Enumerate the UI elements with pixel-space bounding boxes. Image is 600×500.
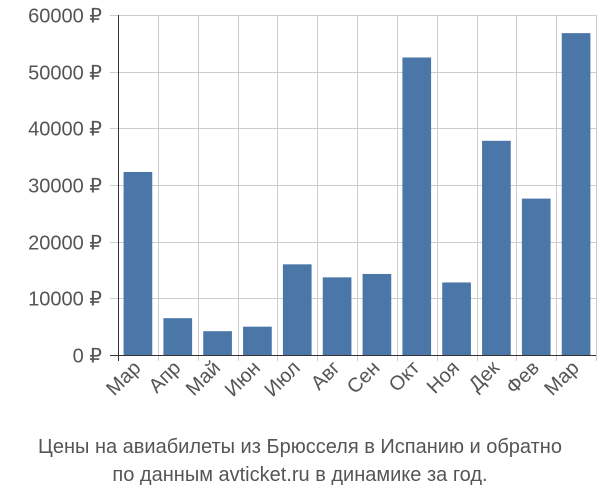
bar-chart: 0 ₽ 10000 ₽ 20000 ₽ 30000 ₽ 40000 ₽ 50000 ₽ 60… xyxy=(28,6,597,401)
y-tick-label: 30000 ₽ xyxy=(28,176,102,198)
bar xyxy=(163,318,193,355)
bar xyxy=(521,198,551,355)
x-tick-label: Сен xyxy=(343,357,384,398)
bar xyxy=(243,326,272,355)
x-tick-label: Мар xyxy=(102,357,145,400)
chart-caption: Цены на авиабилеты из Брюсселя в Испанию… xyxy=(0,433,600,489)
axes xyxy=(110,15,596,361)
x-tick-label: Окт xyxy=(385,357,424,396)
x-tick-label: Авг xyxy=(307,357,345,395)
grid-lines xyxy=(110,15,597,361)
bar xyxy=(322,277,352,355)
x-tick-label: Май xyxy=(182,357,225,400)
bar xyxy=(123,171,153,355)
x-tick-label: Ноя xyxy=(423,357,464,398)
y-tick-label: 10000 ₽ xyxy=(28,289,102,311)
y-tick-label: 20000 ₽ xyxy=(28,233,102,255)
bar xyxy=(482,140,511,355)
x-tick-label: Дек xyxy=(465,357,504,396)
y-tick-label: 0 ₽ xyxy=(73,346,103,368)
bar xyxy=(362,273,392,355)
y-tick-label: 60000 ₽ xyxy=(28,6,102,28)
x-tick-label: Фев xyxy=(502,357,544,399)
bar xyxy=(402,57,432,355)
bars xyxy=(123,33,591,356)
caption-line-2: по данным avticket.ru в динамике за год. xyxy=(112,464,488,486)
x-tick-label: Июл xyxy=(261,357,305,401)
bar xyxy=(282,264,312,355)
bar xyxy=(203,331,232,355)
bar xyxy=(442,282,471,355)
x-tick-label: Мар xyxy=(540,357,583,400)
x-tick-label: Июн xyxy=(221,357,265,401)
y-tick-label: 40000 ₽ xyxy=(28,119,102,141)
x-tick-label: Апр xyxy=(145,357,186,398)
y-tick-label: 50000 ₽ xyxy=(28,63,102,85)
caption-line-1: Цены на авиабилеты из Брюсселя в Испанию… xyxy=(38,436,562,458)
y-tick-labels: 0 ₽ 10000 ₽ 20000 ₽ 30000 ₽ 40000 ₽ 50000 ₽ 60… xyxy=(28,6,102,368)
bar xyxy=(561,33,591,356)
